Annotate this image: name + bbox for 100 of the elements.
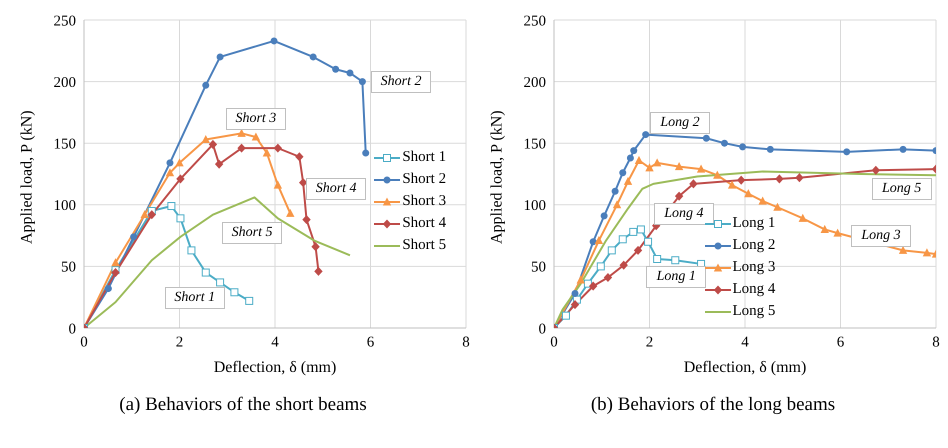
x-axis-title: Deflection, δ (mm)	[214, 359, 336, 376]
point	[274, 144, 282, 153]
point	[572, 290, 579, 298]
y-tick-label: 150	[54, 136, 76, 153]
legend-label: Short 1	[402, 149, 446, 166]
y-tick-label: 50	[61, 260, 76, 276]
point	[618, 235, 627, 244]
point	[295, 152, 304, 162]
point	[674, 162, 684, 170]
point	[148, 210, 156, 220]
point	[620, 260, 628, 270]
x-tick-label: 4	[741, 334, 750, 351]
point	[773, 202, 782, 211]
annotation: Short 4	[306, 178, 366, 200]
annotation: Short 1	[164, 287, 225, 310]
point	[798, 214, 807, 222]
point	[619, 169, 626, 176]
legend-label: Long 2	[732, 237, 776, 254]
y-tick-label: 250	[54, 13, 76, 30]
point	[674, 192, 684, 201]
text: (b) Behaviors of the long beams	[590, 394, 836, 416]
point	[310, 53, 317, 60]
legend-label: Short 3	[402, 193, 446, 210]
point	[588, 282, 598, 291]
y-tick-label: 100	[524, 198, 546, 214]
x-tick-label: 6	[366, 334, 375, 351]
point	[642, 131, 650, 138]
point	[570, 300, 580, 310]
point	[362, 150, 370, 157]
point	[230, 288, 238, 296]
point	[346, 69, 354, 76]
point	[728, 180, 736, 189]
point	[795, 173, 804, 182]
point	[636, 225, 645, 234]
point	[202, 82, 210, 89]
point	[634, 246, 642, 255]
y-axis-title: Applied load, P (kN)	[488, 110, 506, 244]
x-tick-label: 0	[80, 334, 88, 351]
text: (a) Behaviors of the short beams	[118, 394, 368, 416]
annotation: Long 4	[654, 203, 714, 226]
annotation: Short 3	[226, 108, 286, 130]
point	[766, 146, 774, 153]
point	[262, 148, 272, 157]
point	[176, 174, 185, 184]
point	[843, 148, 850, 156]
point	[237, 144, 246, 153]
x-tick-label: 6	[836, 334, 845, 351]
annotation: Long 3	[850, 224, 911, 247]
legend-label: Long 5	[732, 303, 776, 320]
y-tick-label: 150	[524, 136, 546, 153]
point	[702, 134, 710, 142]
point	[202, 134, 210, 144]
point	[358, 78, 366, 86]
x-axis-title: Deflection, δ (mm)	[684, 359, 806, 376]
point	[187, 246, 196, 254]
point	[713, 170, 722, 179]
point	[720, 140, 728, 147]
point	[736, 176, 746, 185]
point	[167, 202, 176, 210]
point	[612, 188, 619, 195]
point	[744, 189, 753, 198]
point	[872, 166, 880, 175]
point	[214, 160, 224, 169]
y-tick-label: 50	[531, 260, 546, 276]
point	[332, 66, 340, 73]
point	[576, 275, 585, 284]
point	[274, 180, 282, 189]
annotation: Short 2	[371, 70, 432, 93]
legend-label: Long 4	[732, 281, 776, 298]
x-tick-label: 2	[176, 334, 184, 351]
point	[175, 158, 184, 166]
point	[634, 156, 644, 164]
point	[604, 272, 612, 282]
point	[216, 53, 224, 60]
point	[176, 214, 184, 222]
point	[629, 228, 638, 236]
point	[252, 132, 260, 141]
point	[208, 140, 218, 149]
point	[111, 258, 120, 266]
point	[216, 278, 224, 286]
y-tick-label: 200	[54, 74, 76, 91]
legend-label: Short 4	[402, 215, 446, 232]
point	[922, 248, 932, 256]
y-tick-label: 0	[538, 321, 546, 338]
point	[140, 210, 149, 218]
point	[900, 146, 907, 153]
y-tick-label: 200	[524, 74, 546, 91]
legend-label: Long 1	[732, 215, 776, 232]
point	[671, 256, 680, 264]
legend-label: Short 5	[402, 237, 446, 254]
annotation: Long 2	[650, 112, 710, 134]
point	[562, 312, 570, 320]
y-tick-label: 250	[524, 13, 546, 30]
point	[608, 246, 616, 254]
point	[314, 266, 323, 276]
point	[653, 255, 662, 264]
point	[820, 224, 829, 233]
point	[245, 296, 254, 305]
point	[166, 159, 174, 166]
point	[590, 238, 597, 246]
